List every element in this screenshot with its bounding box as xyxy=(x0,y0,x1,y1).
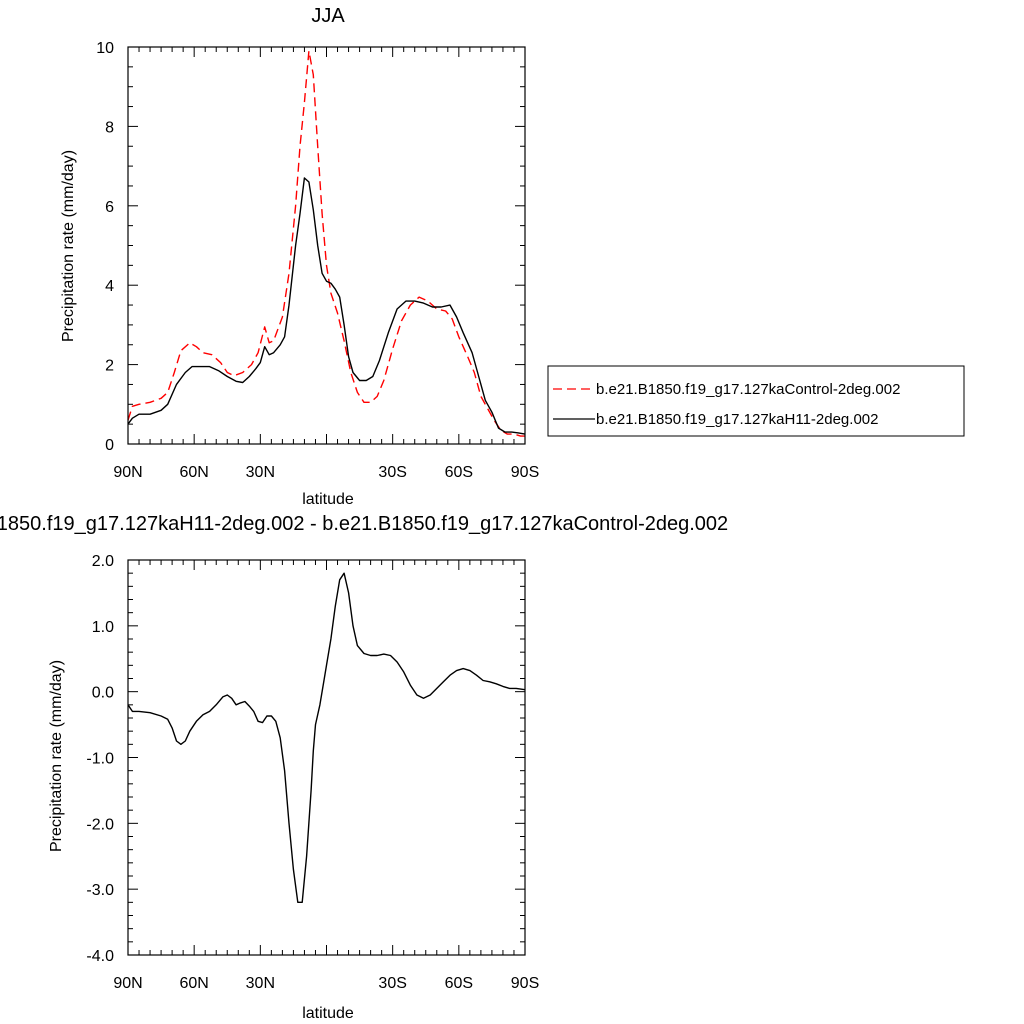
series-line-1 xyxy=(127,572,526,903)
y-tick-label: 2 xyxy=(105,358,114,375)
chart-title: b.e21.B1850.f19_g17.127kaH11-2deg.002 - … xyxy=(0,513,728,535)
x-tick-label: 90S xyxy=(511,464,539,481)
y-tick-label: -1.0 xyxy=(86,751,114,768)
x-tick-label: 90N xyxy=(113,975,142,992)
y-tick-label: -4.0 xyxy=(86,948,114,965)
y-tick-label: 1.0 xyxy=(92,619,114,636)
x-tick-label: 30S xyxy=(378,464,406,481)
series-lines xyxy=(127,50,526,437)
y-axis-label: Precipitation rate (mm/day) xyxy=(60,150,77,342)
x-tick-label: 30S xyxy=(378,975,406,992)
x-tick-label: 60N xyxy=(179,464,208,481)
series-lines xyxy=(127,572,526,903)
x-tick-label: 60N xyxy=(179,975,208,992)
y-tick-label: -3.0 xyxy=(86,882,114,899)
series-line-2 xyxy=(127,177,526,435)
y-tick-label: 4 xyxy=(105,278,114,295)
x-tick-label: 30N xyxy=(246,975,275,992)
legend-box xyxy=(547,365,965,437)
y-tick-label: 6 xyxy=(105,199,114,216)
y-tick-label: 10 xyxy=(96,40,114,57)
chart-title: JJA xyxy=(311,5,345,27)
y-tick-label: 2.0 xyxy=(92,553,114,570)
y-tick-label: 8 xyxy=(105,119,114,136)
x-axis-label: latitude xyxy=(302,1005,354,1022)
legend: b.e21.B1850.f19_g17.127kaControl-2deg.00… xyxy=(547,365,965,437)
axis-ticks: 90N 60N 30N 30S 60S 90S 0 2 4 6 8 10 xyxy=(96,40,539,481)
mean-precipitation-chart: JJA Precipitation rate (mm/day) latitude… xyxy=(60,5,965,508)
y-tick-label: -2.0 xyxy=(86,816,114,833)
y-tick-label: 0 xyxy=(105,437,114,454)
axis-ticks: 90N 60N 30N 30S 60S 90S -4.0 -3.0 -2.0 -1.0 0.0 1.0… xyxy=(86,553,539,992)
y-tick-label: 0.0 xyxy=(92,685,114,702)
plot-frame xyxy=(127,559,526,956)
plot-frame xyxy=(127,46,526,445)
x-axis-label: latitude xyxy=(302,491,354,508)
x-tick-label: 90N xyxy=(113,464,142,481)
x-tick-label: 90S xyxy=(511,975,539,992)
y-axis-label: Precipitation rate (mm/day) xyxy=(48,660,65,852)
legend-label-control: b.e21.B1850.f19_g17.127kaControl-2deg.00… xyxy=(596,381,900,398)
x-tick-label: 60S xyxy=(445,464,473,481)
x-tick-label: 60S xyxy=(445,975,473,992)
difference-chart: b.e21.B1850.f19_g17.127kaH11-2deg.002 - … xyxy=(0,513,728,1022)
legend-label-h11: b.e21.B1850.f19_g17.127kaH11-2deg.002 xyxy=(596,411,878,428)
series-line-1 xyxy=(127,50,525,437)
x-tick-label: 30N xyxy=(246,464,275,481)
